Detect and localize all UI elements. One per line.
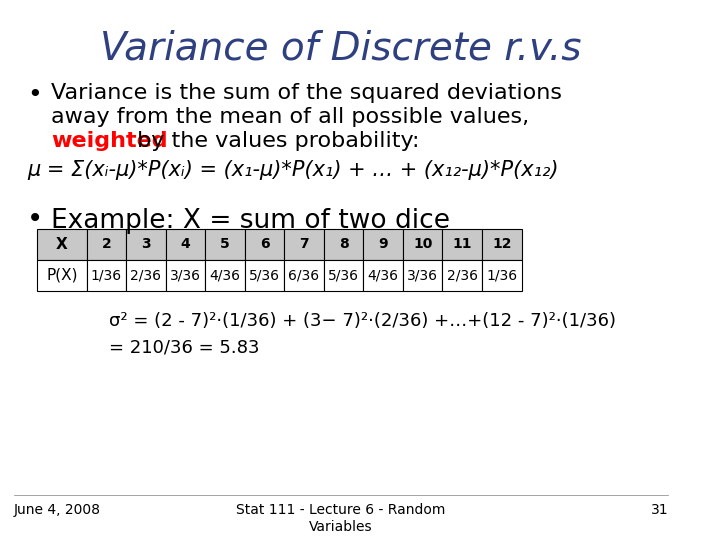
Text: X: X [56, 237, 68, 252]
Text: 1/36: 1/36 [486, 268, 517, 282]
Text: 3/36: 3/36 [408, 268, 438, 282]
FancyBboxPatch shape [324, 260, 364, 291]
FancyBboxPatch shape [37, 260, 86, 291]
FancyBboxPatch shape [364, 260, 403, 291]
Text: 6: 6 [260, 238, 269, 252]
Text: Example: X = sum of two dice: Example: X = sum of two dice [51, 208, 450, 234]
FancyBboxPatch shape [245, 260, 284, 291]
Text: 8: 8 [338, 238, 348, 252]
Text: 4/36: 4/36 [210, 268, 240, 282]
Text: = 210/36 = 5.83: = 210/36 = 5.83 [109, 338, 260, 356]
FancyBboxPatch shape [442, 260, 482, 291]
Text: June 4, 2008: June 4, 2008 [14, 503, 101, 517]
Text: 3: 3 [141, 238, 150, 252]
Text: •: • [27, 83, 42, 106]
Text: 3/36: 3/36 [170, 268, 201, 282]
Text: P(X): P(X) [46, 268, 78, 283]
Text: 6/36: 6/36 [289, 268, 320, 282]
FancyBboxPatch shape [284, 229, 324, 260]
Text: 9: 9 [378, 238, 388, 252]
Text: μ = Σ(xᵢ-μ)*P(xᵢ) = (x₁-μ)*P(x₁) + … + (x₁₂-μ)*P(x₁₂): μ = Σ(xᵢ-μ)*P(xᵢ) = (x₁-μ)*P(x₁) + … + (… [27, 160, 559, 180]
Text: 10: 10 [413, 238, 432, 252]
FancyBboxPatch shape [126, 260, 166, 291]
Text: 5/36: 5/36 [328, 268, 359, 282]
Text: 5/36: 5/36 [249, 268, 280, 282]
FancyBboxPatch shape [324, 229, 364, 260]
Text: 1/36: 1/36 [91, 268, 122, 282]
Text: away from the mean of all possible values,: away from the mean of all possible value… [51, 106, 529, 126]
Text: 2: 2 [102, 238, 111, 252]
FancyBboxPatch shape [442, 229, 482, 260]
Text: by the values probability:: by the values probability: [130, 131, 419, 151]
FancyBboxPatch shape [364, 229, 403, 260]
Text: Variance is the sum of the squared deviations: Variance is the sum of the squared devia… [51, 83, 562, 103]
Text: 2/36: 2/36 [446, 268, 477, 282]
FancyBboxPatch shape [205, 260, 245, 291]
Text: 7: 7 [300, 238, 309, 252]
Text: 4: 4 [181, 238, 190, 252]
Text: Variance of Discrete r.v.s: Variance of Discrete r.v.s [100, 29, 582, 68]
FancyBboxPatch shape [482, 229, 521, 260]
FancyBboxPatch shape [205, 229, 245, 260]
FancyBboxPatch shape [86, 229, 126, 260]
Text: 2/36: 2/36 [130, 268, 161, 282]
Text: weighted: weighted [51, 131, 168, 151]
FancyBboxPatch shape [126, 229, 166, 260]
Text: 11: 11 [452, 238, 472, 252]
Text: σ² = (2 - 7)²·(1/36) + (3− 7)²·(2/36) +…+(12 - 7)²·(1/36): σ² = (2 - 7)²·(1/36) + (3− 7)²·(2/36) +…… [109, 312, 616, 329]
FancyBboxPatch shape [245, 229, 284, 260]
FancyBboxPatch shape [482, 260, 521, 291]
FancyBboxPatch shape [403, 229, 442, 260]
FancyBboxPatch shape [37, 229, 86, 260]
FancyBboxPatch shape [86, 260, 126, 291]
FancyBboxPatch shape [284, 260, 324, 291]
Text: •: • [27, 205, 43, 233]
FancyBboxPatch shape [166, 229, 205, 260]
FancyBboxPatch shape [403, 260, 442, 291]
Text: 12: 12 [492, 238, 511, 252]
Text: 5: 5 [220, 238, 230, 252]
Text: Stat 111 - Lecture 6 - Random
Variables: Stat 111 - Lecture 6 - Random Variables [236, 503, 446, 534]
Text: 31: 31 [650, 503, 668, 517]
FancyBboxPatch shape [166, 260, 205, 291]
Text: 4/36: 4/36 [368, 268, 399, 282]
